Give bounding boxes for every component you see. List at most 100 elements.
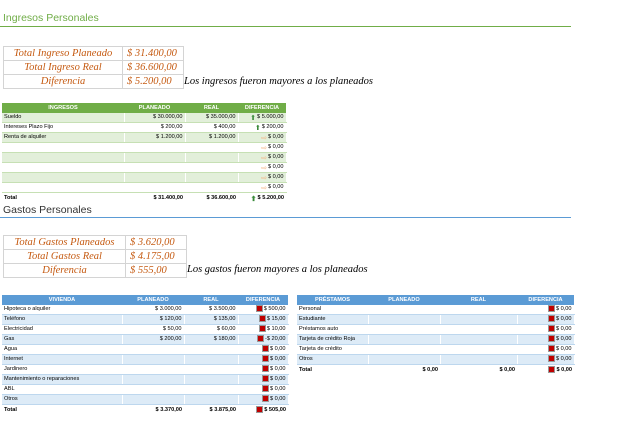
planned-cell[interactable] bbox=[368, 344, 441, 355]
row-name-cell[interactable]: Tarjeta de crédito bbox=[297, 344, 369, 355]
planned-cell[interactable] bbox=[122, 364, 185, 375]
diff-cell[interactable]: ⇨$ 0,00 bbox=[238, 132, 287, 143]
real-cell[interactable] bbox=[184, 374, 239, 385]
row-name-cell[interactable]: Personal bbox=[297, 305, 369, 315]
ingresos-note[interactable]: Los ingresos fueron mayores a los planea… bbox=[184, 76, 373, 87]
planned-cell[interactable] bbox=[122, 354, 185, 365]
planned-cell[interactable] bbox=[368, 314, 441, 325]
planned-cell[interactable] bbox=[124, 162, 186, 173]
header-planeado[interactable]: PLANEADO bbox=[368, 295, 440, 305]
summary-label[interactable]: Diferencia bbox=[3, 263, 126, 278]
header-planeado[interactable]: PLANEADO bbox=[124, 103, 185, 113]
planned-cell[interactable]: $ 0,00 bbox=[368, 364, 440, 376]
diff-cell[interactable]: $ 0,00 bbox=[517, 364, 574, 376]
diff-cell[interactable]: ⬆$ 5.000,00 bbox=[238, 113, 287, 123]
real-cell[interactable] bbox=[184, 344, 239, 355]
planned-cell[interactable] bbox=[122, 374, 185, 385]
diff-cell[interactable]: $ 505,00 bbox=[238, 404, 288, 416]
summary-value[interactable]: $ 5.200,00 bbox=[122, 74, 184, 89]
diff-cell[interactable]: $ 0,00 bbox=[517, 344, 575, 355]
real-cell[interactable] bbox=[440, 334, 518, 345]
diff-cell[interactable]: $ 10,00 bbox=[238, 324, 289, 335]
diff-cell[interactable]: $ 0,00 bbox=[517, 305, 575, 315]
planned-cell[interactable]: $ 50,00 bbox=[122, 324, 185, 335]
row-name-cell[interactable] bbox=[2, 152, 125, 163]
summary-label[interactable]: Diferencia bbox=[3, 74, 123, 89]
planned-cell[interactable]: $ 30.000,00 bbox=[124, 113, 186, 123]
diff-cell[interactable]: $ 0,00 bbox=[238, 364, 289, 375]
planned-cell[interactable]: $ 3.370,00 bbox=[122, 404, 184, 416]
header-diferencia[interactable]: DIFERENCIA bbox=[517, 295, 574, 305]
summary-value[interactable]: $ 555,00 bbox=[125, 263, 187, 278]
real-cell[interactable] bbox=[184, 354, 239, 365]
row-name-cell[interactable]: Mantenimiento o reparaciones bbox=[2, 374, 123, 385]
planned-cell[interactable] bbox=[124, 152, 186, 163]
planned-cell[interactable]: $ 3.000,00 bbox=[122, 305, 185, 315]
real-cell[interactable]: $ 400,00 bbox=[185, 122, 239, 133]
planned-cell[interactable]: $ 200,00 bbox=[124, 122, 186, 133]
summary-label[interactable]: Total Ingreso Real bbox=[3, 60, 123, 75]
real-cell[interactable] bbox=[185, 152, 239, 163]
row-name-cell[interactable]: Teléfono bbox=[2, 314, 123, 325]
planned-cell[interactable]: $ 31.400,00 bbox=[124, 192, 185, 204]
planned-cell[interactable] bbox=[124, 172, 186, 183]
header-real[interactable]: REAL bbox=[440, 295, 517, 305]
summary-value[interactable]: $ 36.600,00 bbox=[122, 60, 184, 75]
real-cell[interactable]: $ 60,00 bbox=[184, 324, 239, 335]
row-name-cell[interactable]: Otros bbox=[297, 354, 369, 365]
header-planeado[interactable]: PLANEADO bbox=[122, 295, 184, 305]
summary-value[interactable]: $ 31.400,00 bbox=[122, 46, 184, 61]
row-name-cell[interactable]: Otros bbox=[2, 394, 123, 405]
diff-cell[interactable]: ⇨$ 0,00 bbox=[238, 152, 287, 163]
real-cell[interactable] bbox=[184, 384, 239, 395]
row-name-cell[interactable]: Préstamos auto bbox=[297, 324, 369, 335]
planned-cell[interactable] bbox=[122, 384, 185, 395]
diff-cell[interactable]: ⇨$ 0,00 bbox=[238, 182, 287, 193]
summary-value[interactable]: $ 4.175,00 bbox=[125, 249, 187, 264]
row-name-cell[interactable]: Total bbox=[2, 192, 124, 204]
planned-cell[interactable] bbox=[122, 344, 185, 355]
header-ingresos[interactable]: INGRESOS bbox=[2, 103, 124, 113]
planned-cell[interactable] bbox=[368, 305, 441, 315]
diff-cell[interactable]: $ 0,00 bbox=[517, 334, 575, 345]
real-cell[interactable]: $ 1.200,00 bbox=[185, 132, 239, 143]
planned-cell[interactable]: $ 1.200,00 bbox=[124, 132, 186, 143]
real-cell[interactable] bbox=[440, 314, 518, 325]
real-cell[interactable] bbox=[440, 324, 518, 335]
planned-cell[interactable] bbox=[122, 394, 185, 405]
real-cell[interactable]: $ 0,00 bbox=[440, 364, 517, 376]
real-cell[interactable] bbox=[184, 394, 239, 405]
real-cell[interactable] bbox=[185, 172, 239, 183]
real-cell[interactable]: $ 3.875,00 bbox=[184, 404, 238, 416]
planned-cell[interactable] bbox=[368, 324, 441, 335]
diff-cell[interactable]: $ 0,00 bbox=[517, 314, 575, 325]
diff-cell[interactable]: -$ 20,00 bbox=[238, 334, 289, 345]
header-diferencia[interactable]: DIFERENCIA bbox=[238, 103, 286, 113]
row-name-cell[interactable] bbox=[2, 142, 125, 153]
header-prestamos[interactable]: PRÉSTAMOS bbox=[297, 295, 368, 305]
row-name-cell[interactable]: ABL bbox=[2, 384, 123, 395]
planned-cell[interactable]: $ 200,00 bbox=[122, 334, 185, 345]
real-cell[interactable]: $ 135,00 bbox=[184, 314, 239, 325]
diff-cell[interactable]: ⇨$ 0,00 bbox=[238, 172, 287, 183]
diff-cell[interactable]: $ 0,00 bbox=[517, 324, 575, 335]
header-diferencia[interactable]: DIFERENCIA bbox=[238, 295, 288, 305]
diff-cell[interactable]: ⬆$ 5.200,00 bbox=[238, 192, 286, 204]
diff-cell[interactable]: $ 500,00 bbox=[238, 305, 289, 315]
planned-cell[interactable] bbox=[368, 354, 441, 365]
row-name-cell[interactable]: Electricidad bbox=[2, 324, 123, 335]
diff-cell[interactable]: $ 15,00 bbox=[238, 314, 289, 325]
row-name-cell[interactable] bbox=[2, 172, 125, 183]
row-name-cell[interactable]: Total bbox=[2, 404, 122, 416]
real-cell[interactable]: $ 35.000,00 bbox=[185, 113, 239, 123]
diff-cell[interactable]: $ 0,00 bbox=[238, 354, 289, 365]
real-cell[interactable]: $ 3.500,00 bbox=[184, 305, 239, 315]
row-name-cell[interactable] bbox=[2, 162, 125, 173]
real-cell[interactable] bbox=[185, 142, 239, 153]
real-cell[interactable] bbox=[440, 344, 518, 355]
summary-value[interactable]: $ 3.620,00 bbox=[125, 235, 187, 250]
row-name-cell[interactable]: Internet bbox=[2, 354, 123, 365]
diff-cell[interactable]: $ 0,00 bbox=[238, 344, 289, 355]
planned-cell[interactable] bbox=[124, 142, 186, 153]
gastos-note[interactable]: Los gastos fueron mayores a los planeado… bbox=[187, 264, 368, 275]
